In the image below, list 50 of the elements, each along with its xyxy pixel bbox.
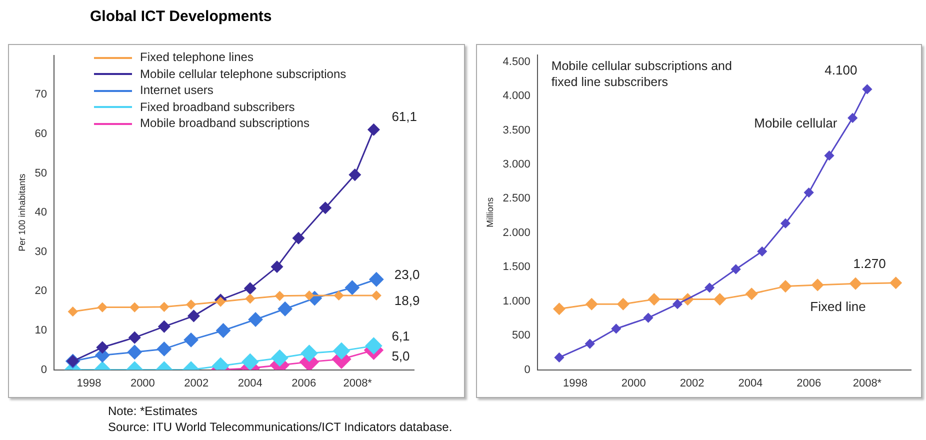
legend-label: Fixed telephone lines <box>140 49 254 66</box>
y-tick-label: 2.500 <box>502 192 530 205</box>
legend-label: Mobile cellular telephone subscriptions <box>140 66 346 82</box>
y-tick-label: 50 <box>34 167 48 180</box>
y-tick-label: 500 <box>512 330 530 342</box>
x-tick-label: 1998 <box>563 377 588 390</box>
y-tick-label: 60 <box>34 128 48 140</box>
y-tick-label: 40 <box>34 206 48 219</box>
data-label: 61,1 <box>392 109 418 124</box>
y-axis-title: Per 100 inhabitants <box>16 173 27 252</box>
y-tick-label: 0 <box>524 364 530 376</box>
y-tick-label: 1.000 <box>502 295 530 308</box>
x-tick-label: 2000 <box>130 377 155 390</box>
x-tick-label: 1998 <box>76 377 102 390</box>
series-label: Mobile cellular <box>754 115 838 130</box>
annotation: Mobile cellular subscriptions and fixed line subscribers <box>551 59 733 90</box>
data-label: 4.100 <box>824 62 858 78</box>
x-tick-label: 2008* <box>852 377 882 390</box>
data-label: 5,0 <box>392 348 410 364</box>
y-tick-label: 70 <box>34 88 48 101</box>
x-tick-label: 2004 <box>238 377 262 390</box>
chart-title: Global ICT Developments <box>90 8 272 25</box>
data-label: 6,1 <box>392 328 410 344</box>
y-tick-label: 10 <box>34 324 48 337</box>
x-tick-label: 2000 <box>621 377 646 390</box>
x-tick-label: 2006 <box>292 377 316 390</box>
y-tick-label: 4.500 <box>502 56 530 68</box>
y-tick-label: 3.500 <box>502 124 530 136</box>
data-label: 18,9 <box>394 293 420 308</box>
y-tick-label: 30 <box>34 246 48 258</box>
x-tick-label: 2008* <box>343 377 373 390</box>
source-note: Source: ITU World Telecommunications/ICT Indicators database. <box>108 420 452 434</box>
y-axis-title: Millions <box>484 196 495 228</box>
legend-label: Internet users <box>140 82 214 99</box>
x-tick-label: 2002 <box>184 377 209 390</box>
text: Note: *Estimates <box>108 404 198 418</box>
x-tick-label: 2006 <box>796 377 822 390</box>
x-tick-label: 2004 <box>738 377 763 390</box>
series-label: Fixed line <box>810 298 866 314</box>
x-tick-label: 2002 <box>680 377 704 390</box>
y-tick-label: 1.500 <box>502 261 530 274</box>
data-label: 1.270 <box>853 256 886 271</box>
legend-label: Fixed broadband subscribers <box>140 98 295 116</box>
legend-label: Mobile broadband subscriptions <box>140 115 310 132</box>
y-tick-label: 4.000 <box>502 90 530 102</box>
y-tick-label: 3.000 <box>502 158 530 171</box>
y-tick-label: 20 <box>34 285 48 298</box>
y-tick-label: 0 <box>40 364 48 376</box>
data-label: 23,0 <box>394 266 420 282</box>
y-tick-label: 2.000 <box>502 226 530 239</box>
